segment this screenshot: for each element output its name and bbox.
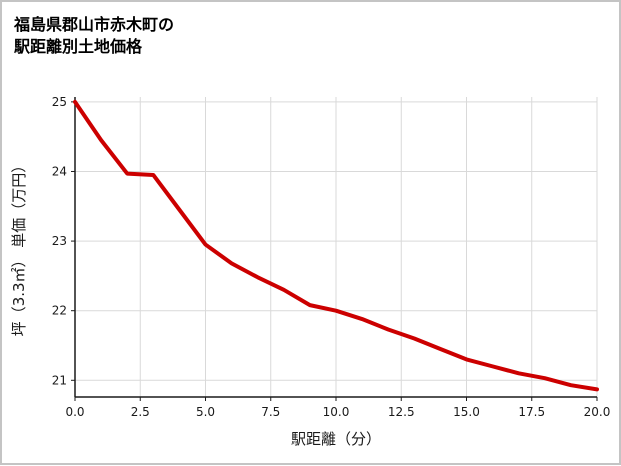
x-tick-label: 7.5 xyxy=(261,405,280,419)
x-tick-label: 2.5 xyxy=(131,405,150,419)
y-tick-label: 24 xyxy=(52,164,67,178)
chart-title-line2: 駅距離別土地価格 xyxy=(14,37,143,57)
x-tick-label: 0.0 xyxy=(65,405,84,419)
x-tick-label: 17.5 xyxy=(518,405,545,419)
x-axis-label: 駅距離（分） xyxy=(291,430,381,448)
y-tick-label: 25 xyxy=(52,95,67,109)
x-tick-label: 12.5 xyxy=(388,405,415,419)
x-tick-label: 5.0 xyxy=(196,405,215,419)
x-tick-label: 20.0 xyxy=(584,405,611,419)
chart-title: 福島県郡山市赤木町の 駅距離別土地価格 xyxy=(2,2,619,77)
y-tick-label: 21 xyxy=(52,373,67,387)
land-price-line xyxy=(73,99,599,392)
y-tick-label: 22 xyxy=(52,304,67,318)
x-tick-label: 15.0 xyxy=(453,405,480,419)
chart-area: 0.0 2.5 5.0 7.5 10.0 12.5 15.0 17.5 20.0 21 22 23 24… xyxy=(2,77,619,466)
y-tick-label: 23 xyxy=(52,234,67,248)
chart-title-line1: 福島県郡山市赤木町の xyxy=(14,15,175,34)
price-line-chart: 0.0 2.5 5.0 7.5 10.0 12.5 15.0 17.5 20.0 21 22 23 24… xyxy=(10,95,611,448)
y-axis-label: 坪（3.3㎡） 単価（万円） xyxy=(10,158,28,337)
x-tick-label: 10.0 xyxy=(323,405,350,419)
